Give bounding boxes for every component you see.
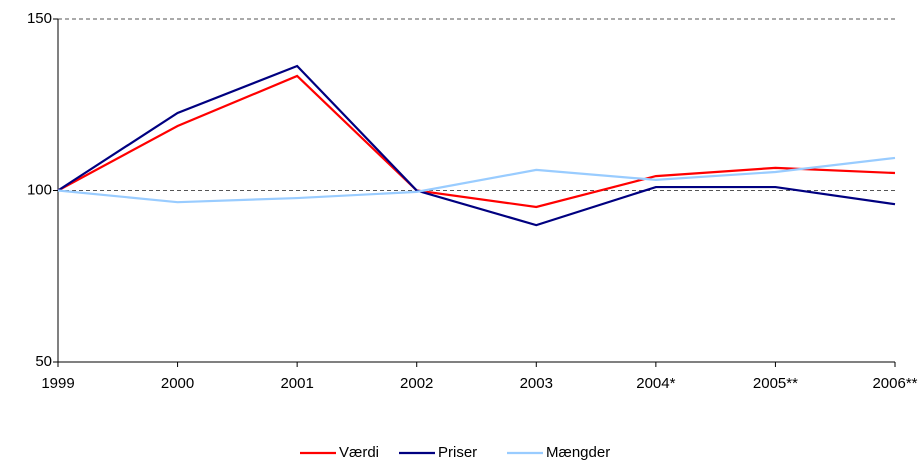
legend-label: Værdi xyxy=(339,444,379,461)
legend-label: Mængder xyxy=(546,444,610,461)
series-line xyxy=(57,156,896,204)
x-tick-label: 2004* xyxy=(636,375,675,392)
x-tick-label: 1999 xyxy=(41,375,74,392)
x-tick-label: 2006** xyxy=(872,375,917,392)
x-tick-label: 2005** xyxy=(753,375,798,392)
series-line xyxy=(57,64,896,227)
series-line xyxy=(57,74,896,209)
x-tick-label: 2000 xyxy=(161,375,194,392)
y-tick-label: 150 xyxy=(27,10,52,27)
x-tick-label: 2001 xyxy=(280,375,313,392)
y-tick-label: 50 xyxy=(35,353,52,370)
legend-label: Priser xyxy=(438,444,477,461)
y-tick-label: 100 xyxy=(27,181,52,198)
x-tick-label: 2002 xyxy=(400,375,433,392)
x-tick-label: 2003 xyxy=(520,375,553,392)
